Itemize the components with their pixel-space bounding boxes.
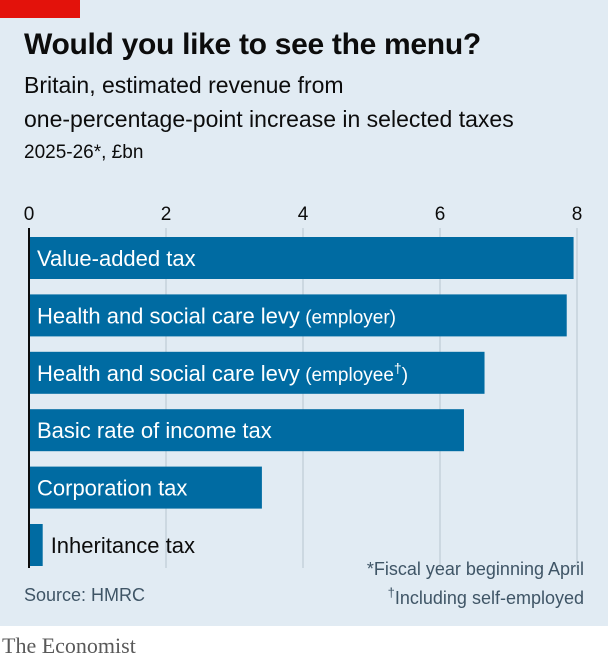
bar-0 <box>29 237 574 279</box>
bar-2 <box>29 351 485 394</box>
x-tick-label-2: 4 <box>298 204 309 225</box>
footnote-self-employed: †Including self-employed <box>388 585 584 609</box>
bar-chart: 0 2 4 6 8 Value-added tax Health and social ca… <box>24 204 583 568</box>
source-note: Source: HMRC <box>24 585 146 605</box>
footnote-self-employed-text: Including self-employed <box>394 588 584 608</box>
bar-label-2: Health and social care levy (employee†) <box>37 360 408 386</box>
footnote-fiscal-year: *Fiscal year beginning April <box>366 559 584 579</box>
bar-label-3: Basic rate of income tax <box>37 418 272 443</box>
chart-title: Would you like to see the menu? <box>24 28 481 61</box>
brand-red-tag <box>0 0 80 18</box>
bar-label-5: Inheritance tax <box>51 533 195 558</box>
bar-4 <box>29 466 262 509</box>
bar-5 <box>29 524 43 566</box>
publisher-brand: The Economist <box>2 633 136 658</box>
dagger-mark: † <box>387 585 395 600</box>
bar-3 <box>29 409 464 452</box>
bar-1 <box>29 294 567 337</box>
x-tick-label-4: 8 <box>572 204 583 225</box>
x-tick-label-0: 0 <box>24 204 35 225</box>
bar-label-1: Health and social care levy (employer) <box>37 303 396 328</box>
chart-units: 2025-26*, £bn <box>24 142 144 163</box>
x-tick-label-3: 6 <box>435 204 446 225</box>
chart-subtitle-line-1: Britain, estimated revenue from <box>24 72 344 98</box>
chart-subtitle-line-2: one-percentage-point increase in selecte… <box>24 106 514 132</box>
x-tick-label-1: 2 <box>161 204 172 225</box>
bar-label-4: Corporation tax <box>37 476 187 501</box>
bar-label-0: Value-added tax <box>37 246 196 271</box>
